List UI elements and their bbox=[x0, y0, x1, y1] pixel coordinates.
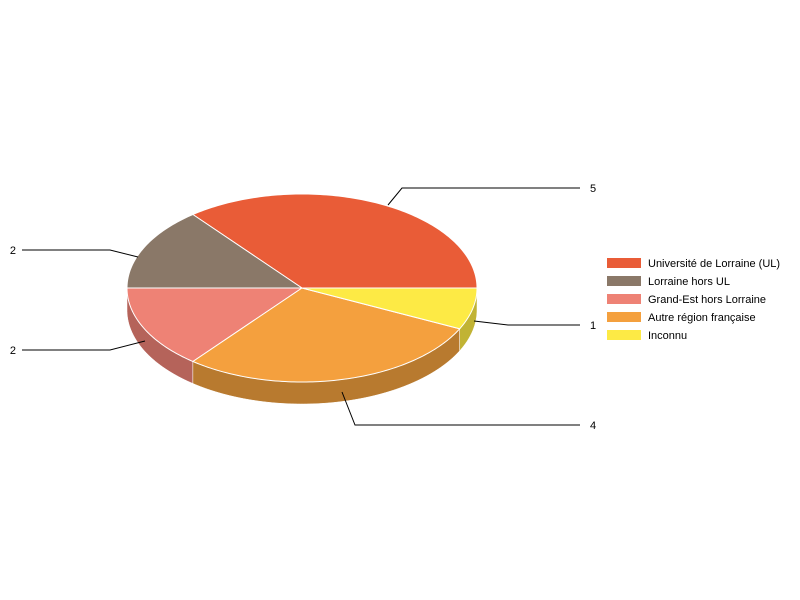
pie-slice[interactable] bbox=[126, 213, 304, 289]
legend-swatch bbox=[607, 258, 641, 268]
legend-label: Inconnu bbox=[648, 330, 687, 342]
pie-slice[interactable] bbox=[191, 287, 461, 383]
leader-line bbox=[22, 340, 146, 351]
legend: Université de Lorraine (UL) Lorraine hors… bbox=[607, 258, 780, 342]
pie-slices bbox=[126, 193, 478, 383]
data-label: 2 bbox=[10, 245, 16, 257]
legend-label: Grand-Est hors Lorraine bbox=[648, 294, 766, 306]
pie-slice[interactable] bbox=[191, 193, 478, 289]
pie-slice[interactable] bbox=[126, 287, 304, 363]
data-label: 1 bbox=[590, 320, 596, 332]
leader-line bbox=[341, 391, 580, 426]
legend-swatch bbox=[607, 312, 641, 322]
data-label: 4 bbox=[590, 420, 596, 432]
legend-swatch bbox=[607, 276, 641, 286]
pie-slice[interactable] bbox=[301, 287, 478, 330]
data-label: 2 bbox=[10, 345, 16, 357]
legend-swatch bbox=[607, 294, 641, 304]
data-label: 5 bbox=[590, 183, 596, 195]
legend-swatch bbox=[607, 330, 641, 340]
legend-label: Lorraine hors UL bbox=[648, 276, 730, 288]
leader-line bbox=[387, 187, 580, 206]
legend-label: Autre région française bbox=[648, 312, 756, 324]
data-labels: 5 2 2 4 1 bbox=[10, 183, 596, 432]
leader-line bbox=[22, 249, 139, 258]
leader-line bbox=[473, 320, 580, 326]
legend-label: Université de Lorraine (UL) bbox=[648, 258, 780, 270]
